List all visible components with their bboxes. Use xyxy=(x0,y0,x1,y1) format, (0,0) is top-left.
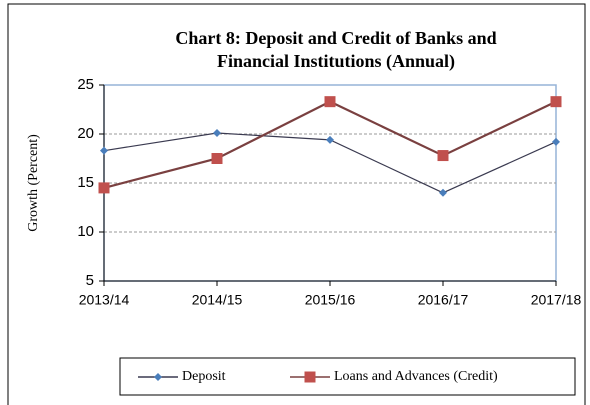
marker xyxy=(213,129,221,138)
marker xyxy=(552,137,560,146)
x-tick-label: 2017/18 xyxy=(531,292,582,308)
legend-swatch xyxy=(154,373,162,381)
y-tick-label: 10 xyxy=(77,223,94,240)
x-tick-label: 2015/16 xyxy=(305,292,356,308)
marker xyxy=(439,188,447,197)
x-tick-label: 2016/17 xyxy=(418,292,469,308)
chart-title: Financial Institutions (Annual) xyxy=(217,51,455,72)
marker xyxy=(211,153,223,164)
x-tick-label: 2013/14 xyxy=(79,292,130,308)
legend-box xyxy=(119,357,576,396)
marker xyxy=(100,146,108,155)
y-tick-label: 20 xyxy=(77,125,94,142)
series-line xyxy=(103,100,557,189)
y-axis-label: Growth (Percent) xyxy=(26,134,41,232)
y-tick-label: 5 xyxy=(86,272,94,289)
marker xyxy=(437,150,449,162)
y-tick-label: 25 xyxy=(77,76,94,93)
y-tick-label: 15 xyxy=(77,174,94,191)
marker xyxy=(326,135,334,144)
legend-label: Loans and Advances (Credit) xyxy=(334,369,498,384)
x-tick-label: 2014/15 xyxy=(192,292,243,308)
chart-frame xyxy=(7,3,586,405)
chart-title: Chart 8: Deposit and Credit of Banks and xyxy=(175,28,496,48)
marker xyxy=(98,182,110,194)
legend-label: Deposit xyxy=(182,369,226,384)
legend-swatch xyxy=(304,371,316,383)
marker xyxy=(324,96,336,108)
marker xyxy=(550,96,562,108)
